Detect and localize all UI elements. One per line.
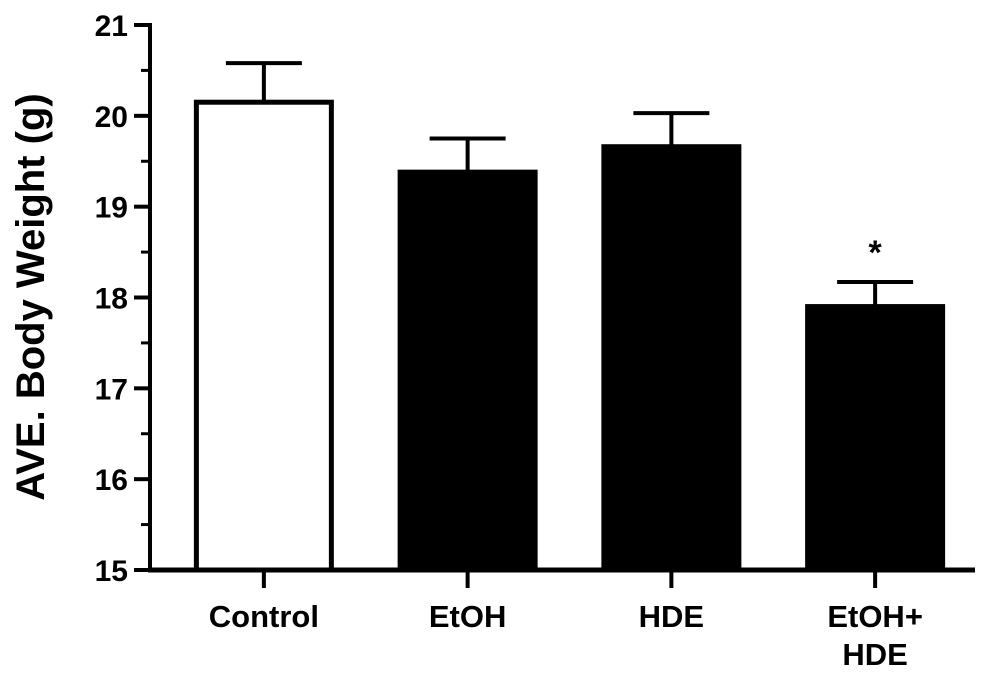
y-tick-label: 21 xyxy=(95,10,128,43)
y-tick-label: 19 xyxy=(95,192,128,225)
x-category-label: Control xyxy=(209,599,319,634)
y-tick-label: 15 xyxy=(95,555,128,588)
bar xyxy=(397,169,538,573)
x-category-label: EtOH+ HDE xyxy=(827,599,923,672)
ticks-layer xyxy=(134,23,878,588)
bars-layer xyxy=(193,61,946,573)
bar xyxy=(601,144,742,573)
bar xyxy=(193,99,334,573)
x-category-label-line: HDE xyxy=(842,637,907,672)
x-category-label-line: EtOH+ xyxy=(827,599,923,634)
bar xyxy=(805,304,946,573)
x-category-label-line: EtOH xyxy=(429,599,507,634)
y-tick-label: 16 xyxy=(95,464,128,497)
x-category-label-line: HDE xyxy=(639,599,704,634)
y-tick-label: 17 xyxy=(95,373,128,406)
x-category-label: HDE xyxy=(639,599,704,634)
significance-annotation: * xyxy=(869,234,883,272)
x-category-label: EtOH xyxy=(429,599,507,634)
y-tick-label: 18 xyxy=(95,283,128,316)
y-axis-title: AVE. Body Weight (g) xyxy=(9,93,53,500)
y-tick-label: 20 xyxy=(95,101,128,134)
x-category-label-line: Control xyxy=(209,599,319,634)
